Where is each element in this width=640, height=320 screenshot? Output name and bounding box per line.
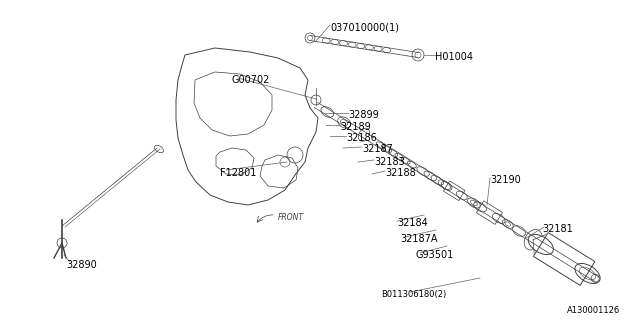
Text: F12801: F12801 bbox=[220, 168, 257, 178]
Text: 32181: 32181 bbox=[542, 224, 573, 234]
Text: 32183: 32183 bbox=[374, 157, 404, 167]
Text: H01004: H01004 bbox=[435, 52, 473, 62]
Text: 32899: 32899 bbox=[348, 110, 379, 120]
Text: A130001126: A130001126 bbox=[567, 306, 620, 315]
Text: 32890: 32890 bbox=[66, 260, 97, 270]
Text: 32188: 32188 bbox=[385, 168, 416, 178]
Text: 32189: 32189 bbox=[340, 122, 371, 132]
Text: 32186: 32186 bbox=[346, 133, 377, 143]
Text: G00702: G00702 bbox=[232, 75, 270, 85]
Text: FRONT: FRONT bbox=[278, 213, 304, 222]
Text: G93501: G93501 bbox=[415, 250, 453, 260]
Text: B011306180(2): B011306180(2) bbox=[381, 290, 446, 299]
Text: 32187: 32187 bbox=[362, 144, 393, 154]
Text: 32190: 32190 bbox=[490, 175, 521, 185]
Text: 32187A: 32187A bbox=[400, 234, 438, 244]
Text: 037010000(1): 037010000(1) bbox=[330, 22, 399, 32]
Text: 32184: 32184 bbox=[397, 218, 428, 228]
